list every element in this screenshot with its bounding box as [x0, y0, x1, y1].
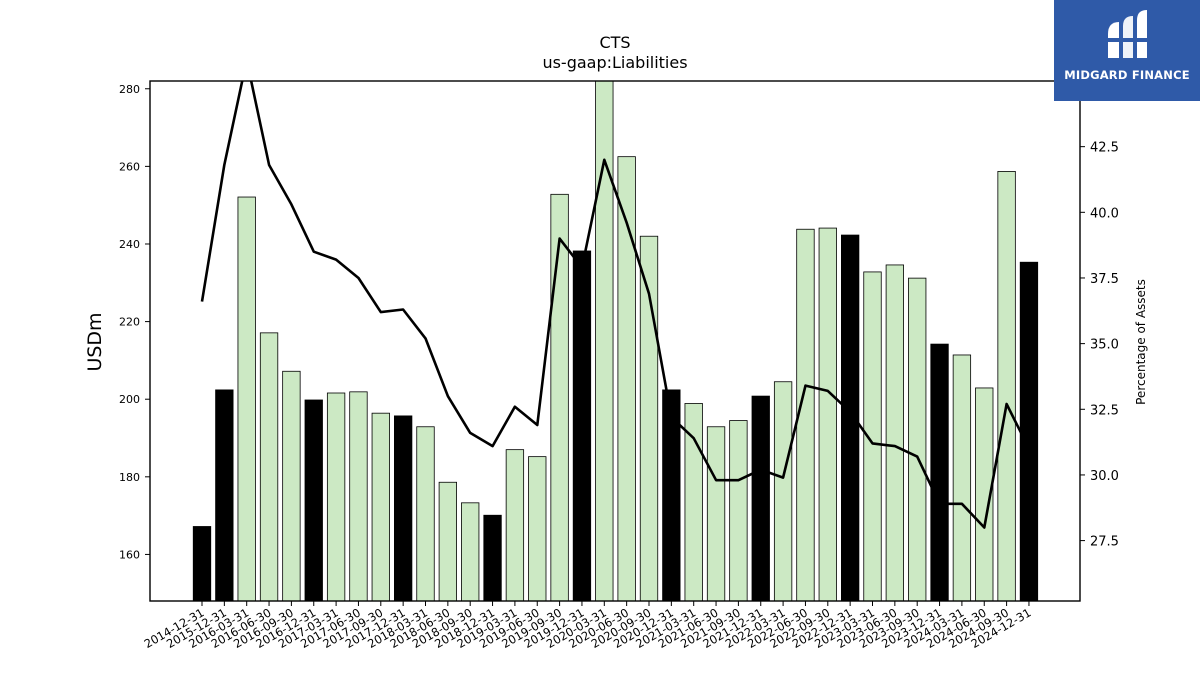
- bar-2024-06-30: [975, 387, 994, 601]
- brand-name: MIDGARD FINANCE: [1064, 68, 1190, 82]
- bar-2016-03-31: [237, 196, 256, 601]
- y-tick-label: 240: [119, 238, 140, 251]
- bar-2017-06-30: [349, 391, 368, 601]
- bar-2020-06-30: [617, 156, 636, 601]
- bar-2024-03-31: [952, 354, 972, 601]
- plot-frame: [149, 80, 1081, 602]
- bar-2023-03-31: [863, 271, 882, 601]
- bar-2022-06-30: [796, 228, 815, 601]
- y-axis-label: USDm: [84, 312, 106, 371]
- bar-2019-09-30: [550, 193, 569, 601]
- bar-2016-09-30: [282, 370, 301, 601]
- bar-2015-12-31: [215, 389, 234, 601]
- bar-2020-03-31: [595, 81, 614, 601]
- bar-2023-06-30: [885, 264, 904, 601]
- y2-tick-label: 35.0: [1090, 338, 1119, 353]
- bar-2016-06-30: [259, 332, 279, 601]
- y2-axis-label: Percentage of Assets: [1134, 279, 1148, 405]
- bar-2018-12-31: [483, 514, 502, 601]
- bar-2022-09-30: [818, 227, 837, 601]
- bar-2021-06-30: [706, 426, 726, 601]
- bar-2021-09-30: [729, 420, 748, 601]
- bar-2021-12-31: [751, 395, 770, 601]
- y2-tick-label: 37.5: [1090, 272, 1119, 287]
- bar-2022-12-31: [841, 234, 860, 601]
- bar-2020-09-30: [639, 235, 659, 601]
- chart-title: CTS: [599, 33, 630, 52]
- bar-2023-09-30: [908, 277, 927, 601]
- y-tick-label: 160: [119, 548, 140, 561]
- bar-2019-06-30: [528, 456, 547, 601]
- bar-2022-03-31: [773, 381, 793, 601]
- y-tick-label: 220: [119, 316, 140, 329]
- bar-2014-12-31: [192, 526, 212, 601]
- bar-2018-09-30: [461, 502, 480, 601]
- y2-tick-label: 42.5: [1090, 141, 1119, 156]
- bar-2024-09-30: [997, 171, 1016, 601]
- bar-2019-03-31: [505, 449, 525, 601]
- bar-2024-12-31: [1019, 261, 1039, 601]
- bar-2023-12-31: [930, 343, 949, 601]
- bar-2019-12-31: [572, 250, 592, 601]
- bar-2018-03-31: [416, 426, 435, 601]
- bar-2017-03-31: [326, 392, 346, 601]
- y2-tick-label: 30.0: [1090, 469, 1119, 484]
- midgard-logo-icon: [1108, 10, 1147, 58]
- bar-2018-06-30: [438, 481, 458, 601]
- chart-subtitle: us-gaap:Liabilities: [542, 53, 687, 72]
- bar-2017-12-31: [393, 415, 413, 601]
- y-tick-label: 260: [119, 160, 140, 173]
- y-tick-label: 180: [119, 471, 140, 484]
- y2-tick-label: 27.5: [1090, 535, 1119, 550]
- y-tick-label: 280: [119, 83, 140, 96]
- y-tick-label: 200: [119, 393, 140, 406]
- percentage-line: [200, 81, 1031, 529]
- midgard-finance-logo: MIDGARD FINANCE: [1054, 0, 1200, 101]
- bar-2017-09-30: [371, 412, 390, 601]
- bar-2016-12-31: [304, 399, 323, 601]
- y2-tick-label: 40.0: [1090, 206, 1119, 221]
- y2-tick-label: 32.5: [1090, 403, 1119, 418]
